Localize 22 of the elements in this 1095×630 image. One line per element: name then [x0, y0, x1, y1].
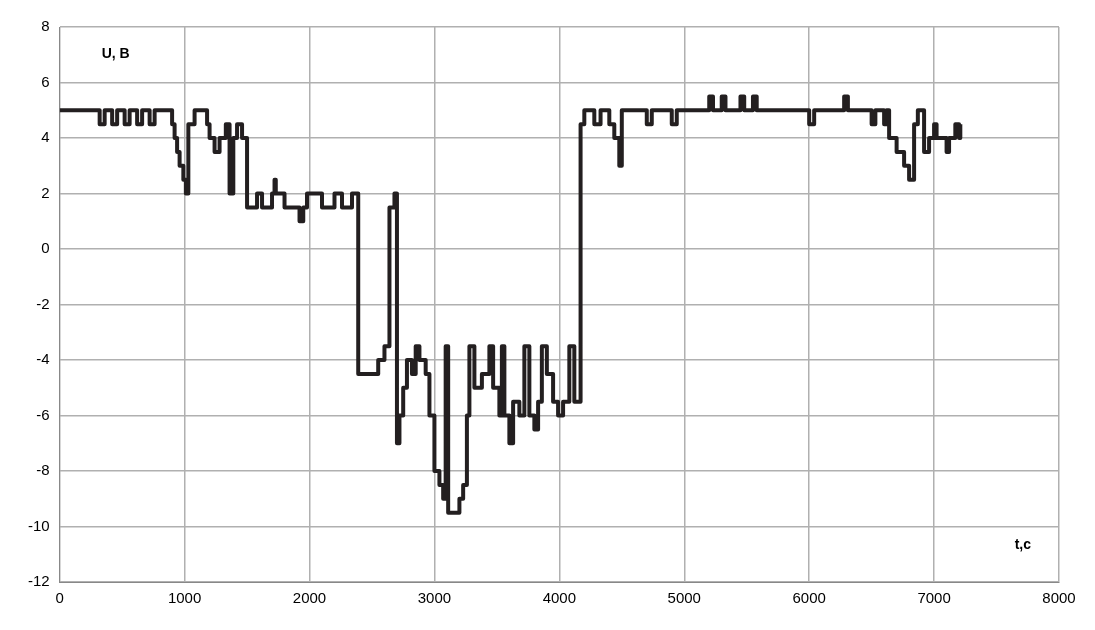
y-tick-label: 2: [41, 183, 50, 201]
y-axis-title: U, B: [101, 44, 130, 61]
x-tick-label: 2000: [292, 589, 327, 607]
y-tick-label: -4: [36, 350, 50, 368]
y-tick-label: -6: [36, 405, 50, 423]
y-tick-label: 6: [41, 72, 50, 90]
y-tick-label: -8: [36, 461, 50, 479]
y-tick-label: -10: [27, 516, 50, 534]
y-tick-label: 8: [41, 17, 50, 35]
x-tick-label: 5000: [667, 589, 701, 607]
x-tick-label: 4000: [542, 589, 577, 607]
y-tick-label: 0: [41, 239, 50, 257]
x-tick-label: 1000: [167, 589, 202, 607]
x-tick-label: 6000: [792, 589, 826, 607]
x-tick-label: 8000: [1042, 589, 1076, 607]
y-tick-label: 4: [41, 128, 50, 146]
x-tick-label: 7000: [917, 589, 951, 607]
x-tick-label: 3000: [417, 589, 452, 607]
x-axis-title: t,c: [1014, 535, 1032, 552]
y-tick-label: -2: [36, 294, 50, 312]
y-tick-label: -12: [27, 572, 50, 590]
x-tick-label: 0: [55, 589, 64, 607]
